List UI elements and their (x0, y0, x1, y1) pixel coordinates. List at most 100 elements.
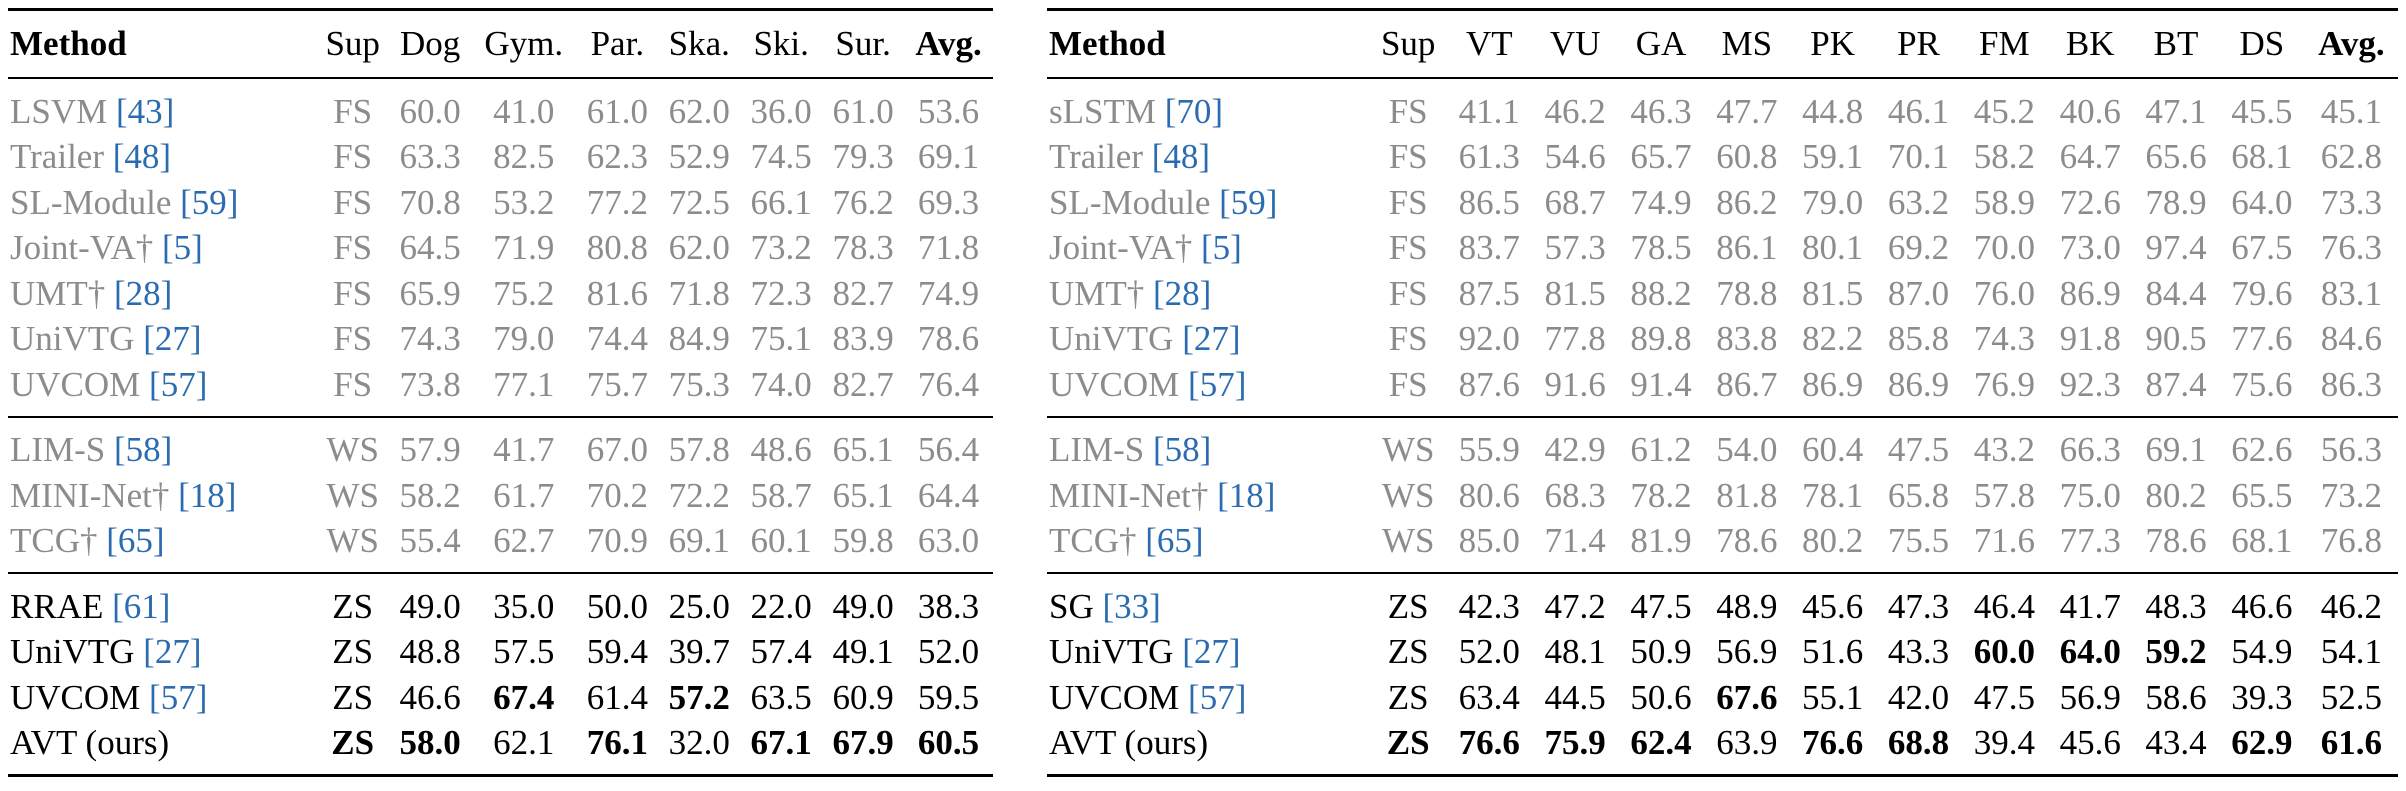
score-cell: 82.5 (493, 137, 555, 177)
score-cell: 79.6 (2231, 273, 2293, 313)
method-cell: UMT† [28] (1047, 271, 1370, 317)
score-cell: 67.5 (2231, 228, 2293, 268)
column-header: DS (2218, 8, 2305, 79)
score-cell: 90.5 (2145, 319, 2207, 359)
score-cell: 72.5 (668, 182, 730, 222)
citation-link[interactable]: [5] (162, 228, 203, 268)
score-cell: 82.2 (1802, 319, 1864, 359)
citation-link[interactable]: [57] (1188, 677, 1247, 717)
score-cell: 70.1 (1887, 137, 1950, 177)
method-cell: sLSTM [70] (1047, 78, 1370, 135)
score-cell: 62.6 (2231, 430, 2293, 470)
score-cell: 84.6 (2320, 319, 2383, 359)
score-cell: 91.6 (1532, 362, 1619, 418)
score-cell: 78.6 (1703, 518, 1790, 574)
score-cell: 50.0 (586, 586, 648, 626)
method-cell: UVCOM [57] (8, 362, 317, 418)
citation-link[interactable]: [59] (1219, 182, 1278, 222)
column-header: PR (1875, 8, 1962, 79)
table-row: MINI-Net† [18] WS 80.6 68.3 78.2 81.8 78.1 65.8… (1047, 473, 2398, 519)
score-cell: 78.5 (1630, 228, 1692, 268)
supervision-cell: FS (316, 362, 390, 418)
table-row: Joint-VA† [5] FS 83.7 57.3 78.5 86.1 80.1 69.2 7… (1047, 226, 2398, 272)
method-cell: Joint-VA† [5] (1047, 226, 1370, 272)
column-header: Sur. (822, 8, 905, 79)
citation-link[interactable]: [58] (114, 430, 173, 470)
supervision-cell: FS (333, 182, 373, 222)
citation-link[interactable]: [48] (1151, 137, 1211, 177)
score-cell: 76.2 (832, 182, 894, 222)
score-cell: 47.5 (1630, 586, 1692, 626)
column-header-method: Method (1047, 8, 1371, 79)
table-row: LIM-S [58] WS 55.9 42.9 61.2 54.0 60.4 47.5 43.2… (1047, 417, 2398, 474)
method-name: Trailer (10, 137, 104, 177)
fully-supervised-group: sLSTM [70] FS 41.1 46.2 46.3 47.7 44.8 46.1 45.2… (1047, 78, 2398, 418)
table-row: SG [33] ZS 42.3 47.2 47.5 48.9 45.6 47.3 46.4 41.… (1047, 573, 2398, 630)
score-cell: 62.0 (668, 228, 730, 268)
method-name: Joint-VA† (1049, 228, 1193, 268)
score-cell: 48.1 (1544, 632, 1606, 672)
column-header: Avg. (2304, 8, 2398, 79)
supervision-cell: FS (1388, 228, 1428, 268)
method-name: UniVTG (1049, 632, 1174, 672)
citation-link[interactable]: [33] (1102, 586, 1161, 626)
citation-link[interactable]: [28] (114, 273, 173, 313)
citation-link[interactable]: [65] (106, 521, 165, 561)
method-name: UMT† (1049, 273, 1145, 313)
citation-link[interactable]: [5] (1201, 228, 1242, 268)
score-cell: 65.7 (1630, 137, 1692, 177)
supervision-cell: ZS (316, 720, 390, 777)
citation-link[interactable]: [57] (149, 677, 208, 717)
score-cell: 58.9 (1973, 182, 2035, 222)
citation-link[interactable]: [18] (178, 475, 237, 515)
citation-link[interactable]: [59] (180, 182, 239, 222)
score-cell: 75.6 (2218, 362, 2305, 418)
citation-link[interactable]: [27] (143, 319, 202, 359)
weakly-supervised-group: LIM-S [58] WS 55.9 42.9 61.2 54.0 60.4 47.5 43.2… (1047, 417, 2398, 574)
citation-link[interactable]: [27] (1182, 319, 1241, 359)
score-cell: 70.2 (586, 475, 648, 515)
score-cell: 49.1 (832, 632, 894, 672)
citation-link[interactable]: [61] (112, 586, 171, 626)
score-cell: 69.3 (917, 182, 980, 222)
score-cell: 86.7 (1703, 362, 1790, 418)
score-cell: 39.4 (1961, 720, 2048, 777)
table-row: UVCOM [57] ZS 63.4 44.5 50.6 67.6 55.1 42.0 47.5… (1047, 675, 2398, 721)
citation-link[interactable]: [70] (1164, 91, 1224, 131)
table-row: UVCOM [57] ZS 46.6 67.4 61.4 57.2 63.5 60.9 59.5 (8, 675, 993, 721)
score-cell: 47.3 (1887, 586, 1950, 626)
score-cell: 89.8 (1630, 319, 1692, 359)
score-cell: 72.6 (2059, 182, 2121, 222)
citation-link[interactable]: [58] (1153, 430, 1212, 470)
method-cell: TCG† [65] (8, 518, 317, 574)
citation-link[interactable]: [18] (1217, 475, 1276, 515)
citation-link[interactable]: [27] (1182, 632, 1241, 672)
method-cell: RRAE [61] (8, 573, 316, 630)
score-cell: 49.0 (832, 586, 894, 626)
score-cell: 56.3 (2320, 430, 2383, 470)
column-header: PK (1789, 8, 1876, 79)
citation-link[interactable]: [57] (1188, 364, 1247, 404)
score-cell: 46.6 (399, 677, 461, 717)
score-cell: 41.7 (493, 430, 555, 470)
score-cell: 91.8 (2059, 319, 2121, 359)
score-cell: 68.7 (1544, 182, 1606, 222)
method-name: SG (1049, 586, 1094, 626)
score-cell: 46.4 (1973, 586, 2035, 626)
method-cell: TCG† [65] (1047, 518, 1371, 574)
citation-link[interactable]: [65] (1145, 521, 1204, 561)
table-row: UMT† [28] FS 65.9 75.2 81.6 71.8 72.3 82.7 74.9 (8, 271, 993, 317)
supervision-cell: FS (1388, 91, 1428, 131)
score-cell: 74.9 (1630, 182, 1692, 222)
citation-link[interactable]: [28] (1153, 273, 1212, 313)
citation-link[interactable]: [27] (143, 632, 202, 672)
citation-link[interactable]: [57] (149, 364, 208, 404)
citation-link[interactable]: [43] (116, 91, 175, 131)
score-cell: 86.3 (2304, 362, 2398, 418)
score-cell: 54.1 (2320, 632, 2383, 672)
score-cell: 76.0 (1973, 273, 2035, 313)
score-cell: 57.4 (750, 632, 812, 672)
citation-link[interactable]: [48] (112, 137, 172, 177)
score-cell: 92.0 (1458, 319, 1520, 359)
score-cell: 67.1 (740, 720, 823, 777)
